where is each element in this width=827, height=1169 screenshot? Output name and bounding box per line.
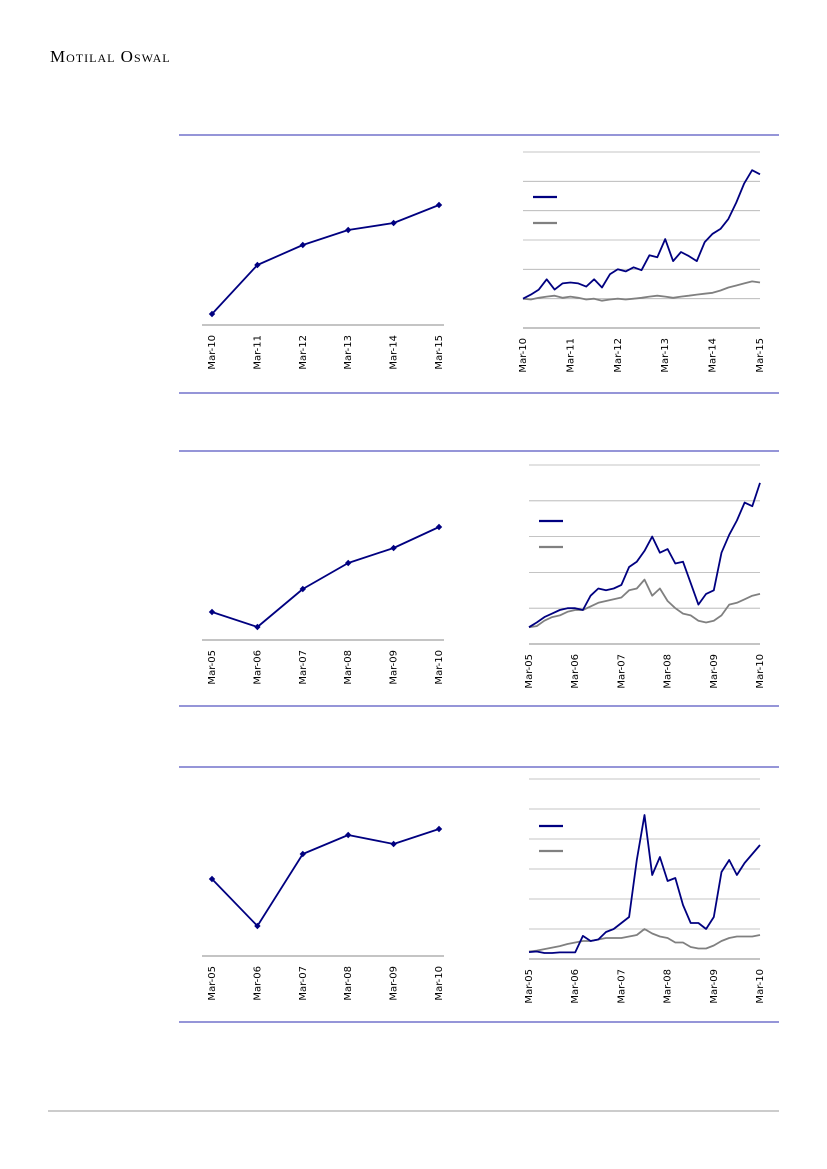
data-line bbox=[522, 169, 761, 300]
x-tick-label: Mar-13 bbox=[660, 338, 671, 373]
data-line bbox=[528, 928, 761, 953]
x-tick-label: Mar-06 bbox=[570, 654, 581, 689]
x-tick-label: Mar-08 bbox=[663, 654, 674, 689]
x-tick-label: Mar-08 bbox=[343, 650, 354, 685]
x-tick-label: Mar-11 bbox=[252, 335, 263, 370]
x-tick-label: Mar-14 bbox=[389, 335, 400, 370]
brand-logo: Motilal Oswal bbox=[50, 47, 171, 66]
data-point bbox=[254, 261, 261, 269]
x-tick-label: Mar-09 bbox=[389, 966, 400, 1001]
x-tick-label: Mar-05 bbox=[207, 966, 218, 1001]
data-line bbox=[528, 578, 761, 629]
data-line bbox=[211, 828, 440, 927]
x-tick-label: Mar-07 bbox=[298, 650, 309, 685]
data-point bbox=[208, 608, 216, 616]
data-point bbox=[390, 840, 397, 848]
x-tick-label: Mar-13 bbox=[343, 335, 354, 370]
data-point bbox=[254, 623, 261, 631]
data-point bbox=[208, 875, 216, 883]
x-tick-label: Mar-06 bbox=[570, 969, 581, 1004]
x-tick-label: Mar-10 bbox=[755, 654, 766, 689]
x-tick-label: Mar-07 bbox=[298, 966, 309, 1001]
data-line bbox=[211, 204, 440, 315]
x-tick-label: Mar-08 bbox=[663, 969, 674, 1004]
x-tick-label: Mar-05 bbox=[207, 650, 218, 685]
x-tick-label: Mar-06 bbox=[252, 966, 263, 1001]
x-tick-label: Mar-10 bbox=[207, 335, 218, 370]
data-line bbox=[528, 814, 761, 954]
x-tick-label: Mar-06 bbox=[252, 650, 263, 685]
x-tick-label: Mar-09 bbox=[709, 654, 720, 689]
data-point bbox=[345, 559, 352, 567]
x-tick-label: Mar-07 bbox=[616, 654, 627, 689]
x-tick-label: Mar-15 bbox=[755, 338, 766, 373]
data-point bbox=[435, 201, 443, 209]
x-tick-label: Mar-10 bbox=[434, 650, 445, 685]
data-point bbox=[390, 219, 397, 227]
data-point bbox=[299, 585, 306, 593]
x-tick-label: Mar-15 bbox=[434, 335, 445, 370]
data-point bbox=[435, 523, 443, 531]
x-tick-label: Mar-10 bbox=[434, 966, 445, 1001]
data-point bbox=[345, 831, 352, 839]
x-tick-label: Mar-12 bbox=[613, 338, 624, 373]
x-tick-label: Mar-07 bbox=[616, 969, 627, 1004]
x-tick-label: Mar-05 bbox=[524, 969, 535, 1004]
x-tick-label: Mar-11 bbox=[565, 338, 576, 373]
x-tick-label: Mar-09 bbox=[389, 650, 400, 685]
x-tick-label: Mar-05 bbox=[524, 654, 535, 689]
data-point bbox=[254, 922, 261, 930]
x-tick-label: Mar-10 bbox=[518, 338, 529, 373]
x-tick-label: Mar-09 bbox=[709, 969, 720, 1004]
data-line bbox=[211, 526, 440, 628]
data-point bbox=[435, 825, 443, 833]
x-tick-label: Mar-08 bbox=[343, 966, 354, 1001]
data-point bbox=[345, 226, 352, 234]
x-tick-label: Mar-10 bbox=[755, 969, 766, 1004]
data-point bbox=[208, 310, 216, 318]
data-point bbox=[299, 241, 306, 249]
data-point bbox=[390, 544, 397, 552]
data-line bbox=[522, 280, 761, 302]
x-tick-label: Mar-12 bbox=[298, 335, 309, 370]
x-tick-label: Mar-14 bbox=[708, 338, 719, 373]
data-point bbox=[299, 850, 306, 858]
data-line bbox=[528, 482, 761, 628]
